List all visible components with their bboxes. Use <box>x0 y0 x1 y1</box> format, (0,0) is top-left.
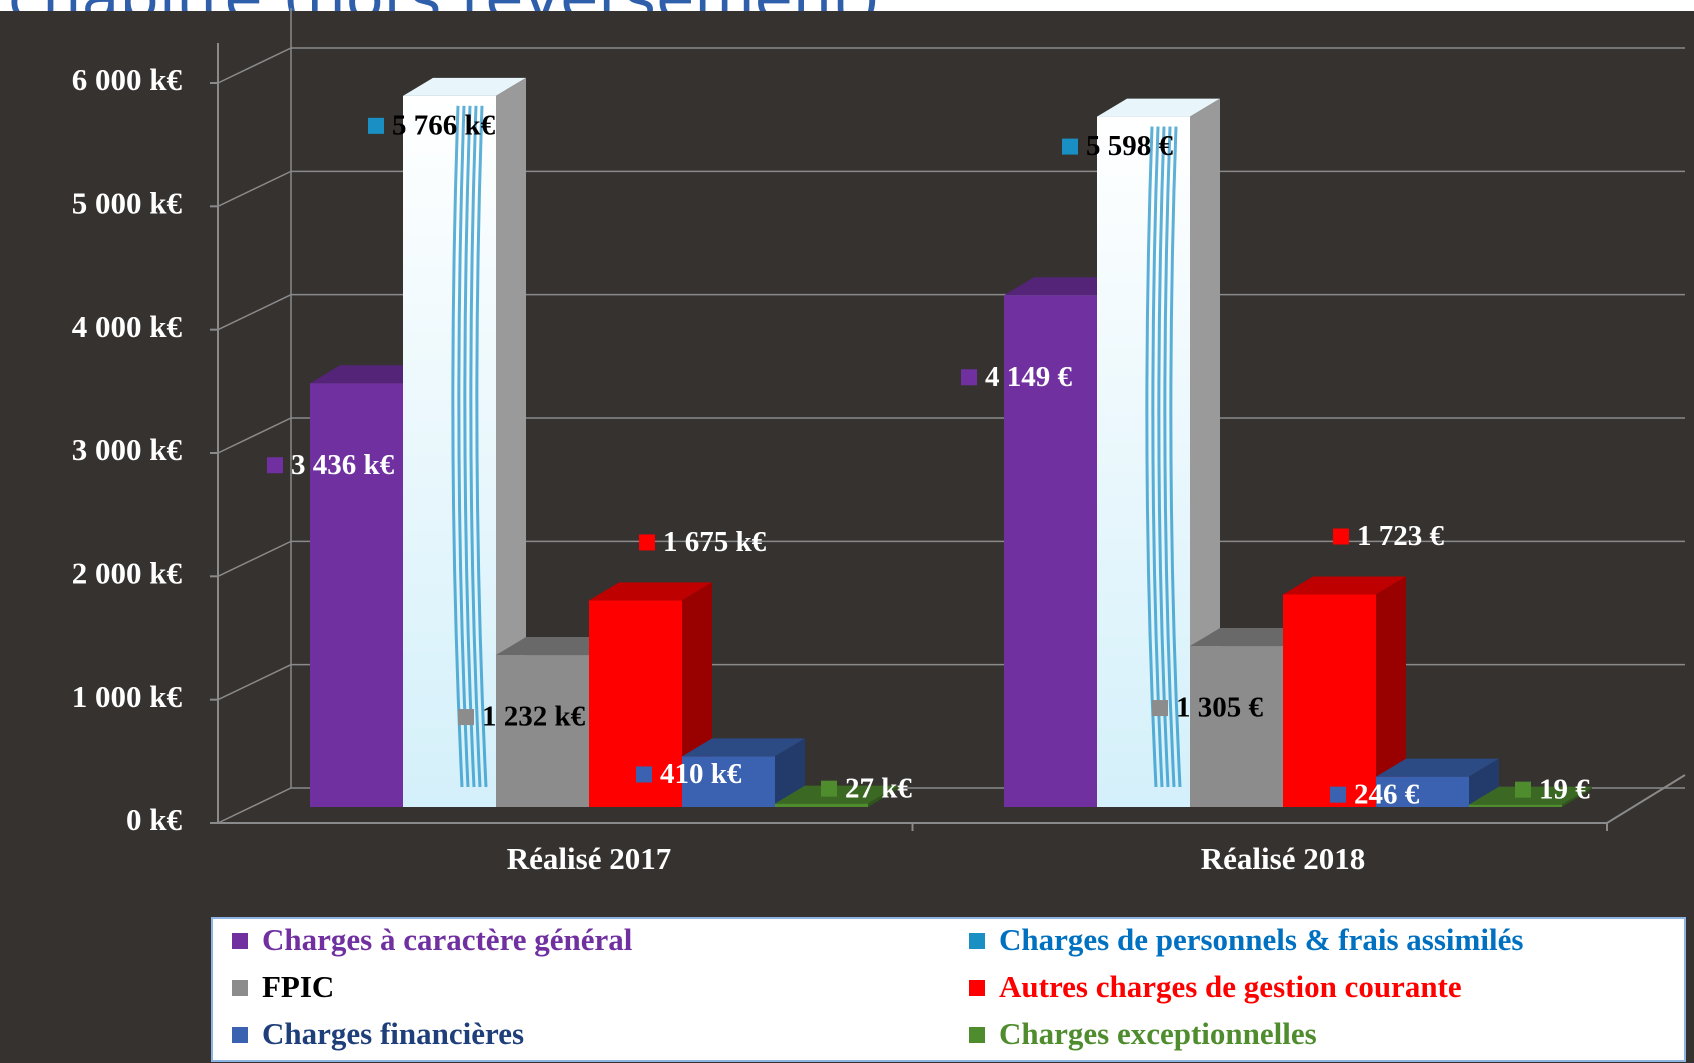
grid-line <box>217 170 1685 208</box>
bar-top <box>1190 628 1313 647</box>
bar-pattern <box>457 105 470 788</box>
bar-side <box>775 738 805 807</box>
value-label-marker <box>1330 786 1346 803</box>
x-tick-label: Réalisé 2017 <box>507 841 671 876</box>
bar <box>1004 295 1097 807</box>
legend-box <box>211 917 1686 1062</box>
bar-top <box>1376 758 1499 777</box>
bar <box>1376 776 1469 807</box>
grid-line <box>217 417 1685 454</box>
value-label-marker <box>1515 781 1531 798</box>
value-label-marker <box>1333 528 1349 545</box>
legend-marker <box>232 1027 248 1043</box>
bar-top <box>589 582 712 601</box>
bar-side <box>1562 786 1592 807</box>
value-label: 1 305 € <box>1176 692 1264 724</box>
y-tick-label: 0 k€ <box>126 802 182 837</box>
value-label-marker <box>639 534 655 551</box>
value-label: 4 149 € <box>985 361 1073 393</box>
bar <box>496 655 589 807</box>
bar-pattern <box>451 105 464 788</box>
y-tick-label: 1 000 k€ <box>72 679 183 714</box>
legend-marker <box>232 933 248 949</box>
bar <box>1190 646 1283 807</box>
legend-label: Charges financières <box>262 1016 524 1051</box>
bar-side <box>1190 98 1220 807</box>
bar-pattern <box>1169 126 1182 788</box>
legend-marker <box>969 980 985 996</box>
value-label: 1 675 k€ <box>663 526 767 558</box>
value-label-marker <box>1062 138 1078 155</box>
value-label: 1 723 € <box>1357 520 1445 552</box>
bar <box>310 383 403 807</box>
legend-label: Charges de personnels & frais assimilés <box>999 922 1523 957</box>
value-label-marker <box>1152 700 1168 717</box>
legend-marker <box>969 1027 985 1043</box>
bar-pattern <box>1157 126 1170 788</box>
bar-top <box>403 77 526 96</box>
bar-top <box>682 738 805 757</box>
value-label-marker <box>821 780 837 797</box>
bar-pattern <box>1163 126 1176 788</box>
value-label: 246 € <box>1354 778 1420 810</box>
value-label: 5 766 k€ <box>392 110 496 142</box>
bar <box>775 803 868 807</box>
bar <box>1283 594 1376 807</box>
bar-top <box>1283 576 1406 595</box>
value-label: 5 598 € <box>1086 130 1174 162</box>
bar-top <box>496 637 619 656</box>
legend-label: Charges à caractère général <box>262 922 633 957</box>
grid-line <box>217 293 1685 331</box>
plot-background <box>0 11 1694 1063</box>
bar-pattern <box>1145 126 1158 788</box>
legend-label: Charges exceptionnelles <box>999 1016 1317 1051</box>
value-label: 19 € <box>1539 773 1590 805</box>
bar-pattern <box>1151 126 1164 788</box>
value-label: 3 436 k€ <box>291 449 395 481</box>
bar-top <box>1097 98 1220 117</box>
legend-label: Autres charges de gestion courante <box>999 969 1462 1004</box>
y-tick-label: 3 000 k€ <box>72 432 183 467</box>
bar <box>1469 804 1562 807</box>
y-tick-label: 4 000 k€ <box>72 309 183 344</box>
bar-side <box>496 77 526 808</box>
y-tick-label: 5 000 k€ <box>72 185 183 220</box>
bar-top <box>310 365 433 384</box>
value-label-marker <box>267 457 283 474</box>
value-label: 27 k€ <box>845 772 912 804</box>
y-tick-label: 6 000 k€ <box>72 62 183 97</box>
value-label-marker <box>961 369 977 386</box>
legend-label: FPIC <box>262 969 334 1004</box>
grid-line <box>217 540 1685 578</box>
bar-top <box>1004 277 1127 296</box>
legend-marker <box>232 980 248 996</box>
bar <box>589 600 682 807</box>
bar-side <box>1469 758 1499 807</box>
grid-line <box>217 47 1685 84</box>
bar <box>682 756 775 807</box>
value-label-marker <box>458 709 474 726</box>
bar-side <box>868 785 898 807</box>
value-label-marker <box>636 766 652 783</box>
y-tick-label: 2 000 k€ <box>72 555 183 590</box>
bar-pattern <box>463 105 476 788</box>
x-tick-label: Réalisé 2018 <box>1201 841 1365 876</box>
value-label: 1 232 k€ <box>482 701 586 733</box>
bar-pattern <box>469 105 482 788</box>
value-label-marker <box>368 117 384 134</box>
value-label: 410 k€ <box>660 758 742 790</box>
bar-pattern <box>475 105 488 788</box>
legend-marker <box>969 933 985 949</box>
bar-side <box>1376 576 1406 807</box>
